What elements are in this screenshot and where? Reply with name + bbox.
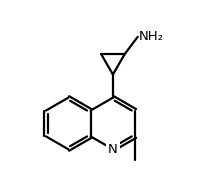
Text: N: N — [108, 143, 118, 156]
Text: NH₂: NH₂ — [139, 30, 164, 43]
